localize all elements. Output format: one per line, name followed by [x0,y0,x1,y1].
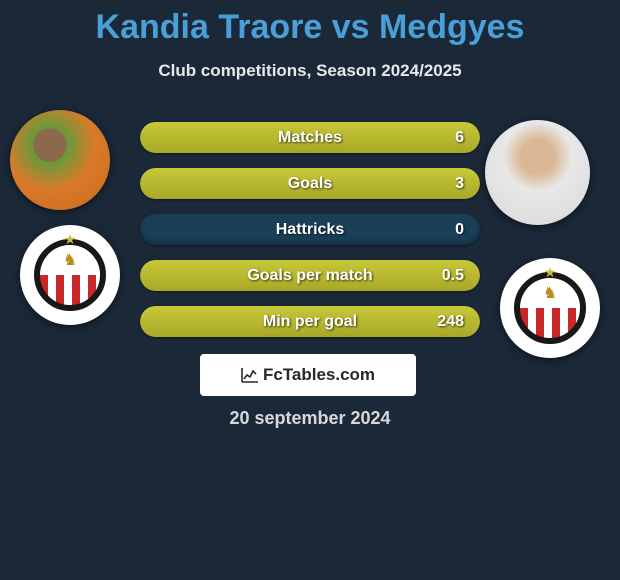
player-right-avatar [485,120,590,225]
club-badge-icon: ★ ♞ [514,272,586,344]
page-title: Kandia Traore vs Medgyes [0,0,620,47]
club-right-logo: ★ ♞ [500,258,600,358]
stat-row: Goals 3 [140,168,480,199]
page-subtitle: Club competitions, Season 2024/2025 [0,61,620,81]
player-left-avatar [10,110,110,210]
lion-icon: ♞ [543,283,557,303]
stat-value: 248 [437,306,464,337]
chart-icon [241,367,259,383]
stats-container: Matches 6 Goals 3 Hattricks 0 Goals per … [140,122,480,352]
stat-label: Goals [140,168,480,199]
stat-row: Hattricks 0 [140,214,480,245]
lion-icon: ♞ [63,250,77,270]
stat-row: Goals per match 0.5 [140,260,480,291]
branding-text: FcTables.com [263,365,375,385]
stat-value: 0.5 [442,260,464,291]
stat-label: Hattricks [140,214,480,245]
stat-label: Goals per match [140,260,480,291]
stat-value: 3 [455,168,464,199]
stat-row: Matches 6 [140,122,480,153]
stat-value: 0 [455,214,464,245]
date-label: 20 september 2024 [0,408,620,429]
stat-row: Min per goal 248 [140,306,480,337]
stat-label: Min per goal [140,306,480,337]
club-left-logo: ★ ♞ [20,225,120,325]
club-badge-icon: ★ ♞ [34,239,106,311]
branding-badge: FcTables.com [200,354,416,396]
stat-label: Matches [140,122,480,153]
stat-value: 6 [455,122,464,153]
